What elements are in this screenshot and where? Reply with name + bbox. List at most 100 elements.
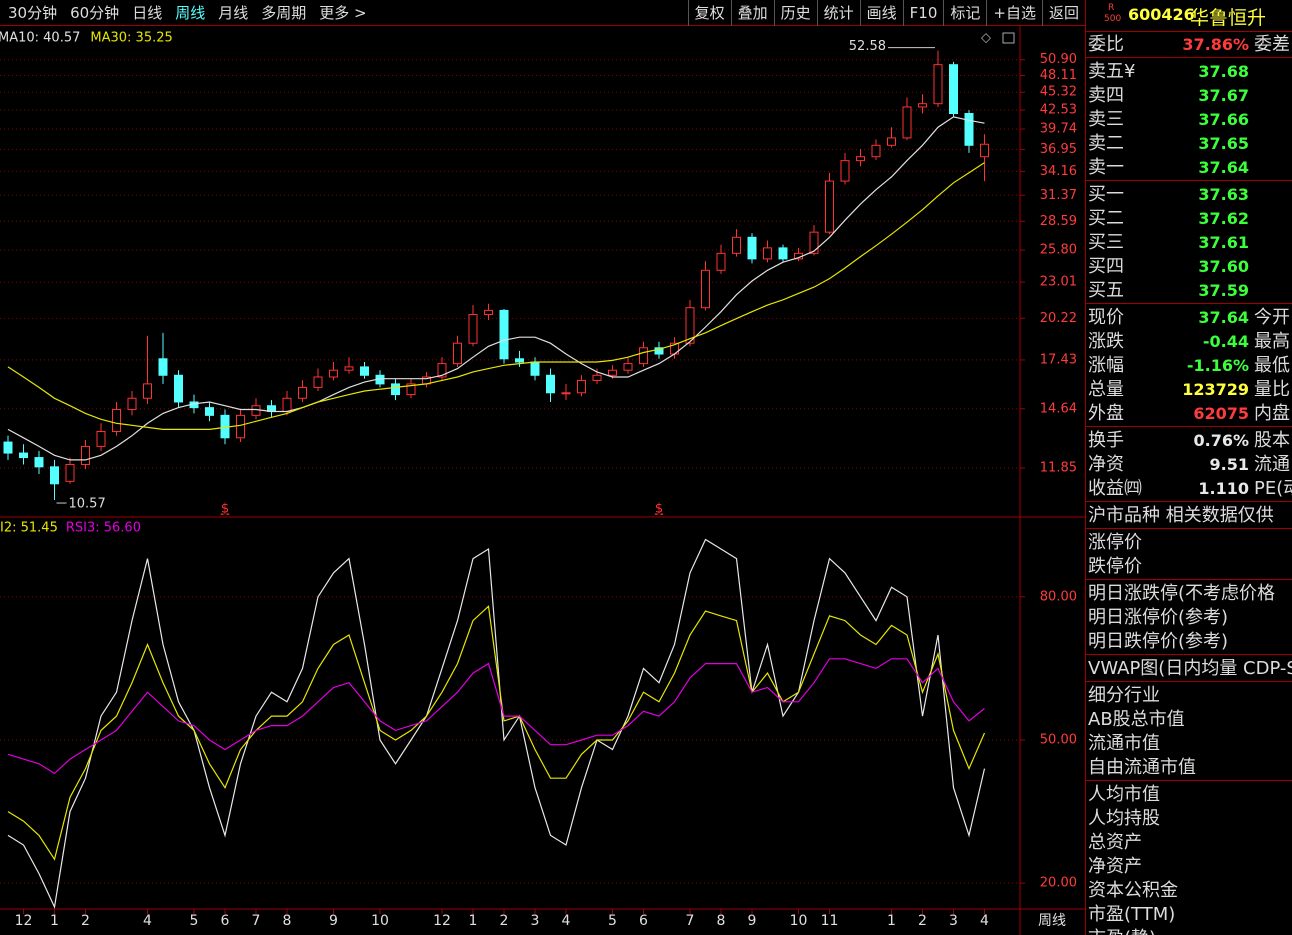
quote-row: 卖四 37.67: [1086, 84, 1292, 108]
chart-area: ◇ 11.85 14.64 17.43 20.22 23.01 25.80 28.59 31.…: [0, 26, 1085, 935]
y-tick-label: 39.74: [1040, 122, 1077, 137]
period-tab[interactable]: 月线: [218, 4, 249, 22]
period-tab[interactable]: 日线: [132, 4, 163, 22]
tool-button[interactable]: +自选: [986, 0, 1042, 26]
period-tab[interactable]: 更多 >: [319, 4, 367, 22]
x-tick-label: 10: [371, 913, 389, 929]
x-tick-label: 5: [608, 913, 617, 929]
quote-row: 细分行业: [1086, 684, 1292, 708]
quote-row: 明日涨停价(参考): [1086, 606, 1292, 630]
tool-button[interactable]: 叠加: [730, 0, 774, 26]
period-tab[interactable]: 周线: [175, 4, 206, 22]
tool-button[interactable]: 返回: [1041, 0, 1085, 26]
candle-body: [484, 309, 493, 315]
low-annotation: 10.57: [69, 497, 106, 512]
candle-body: [871, 144, 881, 158]
candle-body: [840, 160, 850, 182]
tool-button[interactable]: 标记: [943, 0, 986, 26]
tool-button[interactable]: 复权: [687, 0, 731, 26]
x-tick-label: 6: [221, 913, 230, 929]
period-tab[interactable]: 60分钟: [70, 4, 120, 22]
quote-row: 净资 9.51 流通: [1086, 453, 1292, 477]
tool-button[interactable]: 画线: [859, 0, 903, 26]
quote-label: 市盈(TTM): [1088, 904, 1176, 925]
quote-label: 人均持股: [1088, 808, 1160, 829]
quote-label: 沪市品种 相关数据仅供: [1088, 505, 1274, 526]
quote-label: 涨停价: [1088, 532, 1142, 553]
period-tab[interactable]: 30分钟: [8, 4, 58, 22]
candle-body: [701, 269, 710, 309]
separator: [1086, 681, 1292, 682]
x-tick-label: 12: [433, 913, 451, 929]
y-tick-label: 28.59: [1040, 214, 1077, 229]
separator: [1086, 528, 1292, 529]
quote-extra: 委差: [1254, 34, 1290, 55]
high-annotation: 52.58: [849, 39, 886, 54]
candle-body: [3, 441, 13, 454]
tool-button[interactable]: 历史: [773, 0, 817, 26]
quote-value: -0.44: [1202, 332, 1249, 351]
quote-label: 明日涨停价(参考): [1088, 607, 1229, 628]
legend-label: MA10: 40.57: [0, 31, 80, 46]
quote-label: 总量: [1088, 379, 1124, 400]
quote-row: 卖一 37.64: [1086, 156, 1292, 180]
quote-value: 37.63: [1198, 185, 1249, 204]
quote-label: 自由流通市值: [1088, 757, 1196, 778]
quote-row: 跌停价: [1086, 555, 1292, 579]
candle-body: [654, 347, 664, 355]
rsi-line: [7, 658, 985, 775]
candle-body: [902, 106, 912, 139]
quote-extra: 最低: [1254, 355, 1290, 376]
tool-button[interactable]: 统计: [816, 0, 860, 26]
y-tick-label: 48.11: [1040, 68, 1077, 83]
x-tick-label: 2: [918, 913, 927, 929]
candle-body: [174, 374, 183, 403]
quote-row: 委比 37.86% 委差: [1086, 33, 1292, 57]
y-tick-label: 45.32: [1040, 85, 1077, 100]
x-tick-label: 10: [790, 913, 808, 929]
candle-body: [949, 64, 958, 115]
candle-body: [127, 397, 137, 411]
y-tick-label: 50.00: [1040, 732, 1077, 747]
separator: [1086, 303, 1292, 304]
quote-value: 62075: [1193, 404, 1249, 423]
quote-label: 明日涨跌停(不考虑价格: [1088, 583, 1276, 604]
candle-body: [50, 466, 59, 485]
tool-button[interactable]: F10: [902, 0, 944, 26]
candle-body: [251, 405, 261, 416]
quote-value: 37.86%: [1182, 35, 1249, 54]
quote-row: 人均持股: [1086, 807, 1292, 831]
candle-body: [980, 143, 989, 158]
x-tick-label: 1: [50, 913, 59, 929]
quote-row: 涨幅 -1.16% 最低: [1086, 354, 1292, 378]
x-tick-label: 9: [329, 913, 338, 929]
quote-label: 涨跌: [1088, 331, 1124, 352]
candle-body: [468, 313, 478, 344]
quote-row: 买一 37.63: [1086, 183, 1292, 207]
quote-row: 外盘 62075 内盘: [1086, 402, 1292, 426]
y-tick-label: 20.22: [1040, 311, 1077, 326]
period-tab[interactable]: 多周期: [261, 4, 307, 22]
candle-body: [530, 361, 540, 376]
x-tick-label: 11: [821, 913, 839, 929]
quote-value: 37.60: [1198, 257, 1249, 276]
pane-icon[interactable]: ◇: [981, 31, 991, 46]
quote-extra: 量比: [1254, 379, 1290, 400]
pane-icon[interactable]: [1002, 32, 1015, 44]
quote-label: 市盈(静): [1088, 927, 1156, 935]
candle-body: [406, 383, 416, 396]
quote-label: 明日跌停价(参考): [1088, 631, 1229, 652]
quote-label: 资本公积金: [1088, 880, 1178, 901]
candle-body: [34, 457, 44, 468]
quote-label: 买五: [1088, 280, 1124, 301]
badge: 500: [1104, 14, 1122, 24]
quote-label: 跌停价: [1088, 556, 1142, 577]
quote-extra: 流通: [1254, 454, 1290, 475]
legend-label: I2: 51.45: [0, 521, 58, 536]
period-label: 周线: [1038, 913, 1066, 929]
x-tick-label: 1: [887, 913, 896, 929]
y-tick-label: 34.16: [1040, 164, 1077, 179]
y-tick-label: 20.00: [1040, 876, 1077, 891]
quote-label: 收益㈣: [1088, 478, 1142, 499]
